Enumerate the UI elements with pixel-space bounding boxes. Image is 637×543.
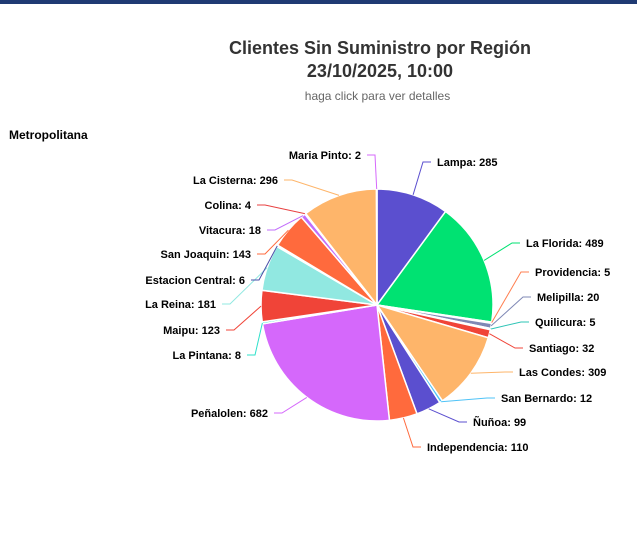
data-label-la-pintana[interactable]: La Pintana: 8 — [173, 350, 241, 362]
data-label-melipilla[interactable]: Melipilla: 20 — [537, 292, 599, 304]
pie-slice-la-cisterna[interactable] — [304, 188, 378, 308]
data-label-penalolen[interactable]: Peñalolen: 682 — [191, 408, 268, 420]
data-label-la-reina[interactable]: La Reina: 181 — [145, 299, 216, 311]
pie-slice-lampa[interactable] — [376, 188, 447, 308]
data-label-lampa[interactable]: Lampa: 285 — [437, 157, 498, 169]
data-label-santiago[interactable]: Santiago: 32 — [529, 343, 594, 355]
chart-subtitle: haga click para ver detalles — [304, 89, 451, 103]
leader-line-colina — [257, 204, 306, 215]
data-label-san-bernardo[interactable]: San Bernardo: 12 — [501, 393, 592, 405]
leader-line-lampa — [412, 161, 431, 195]
data-label-vitacura[interactable]: Vitacura: 18 — [199, 225, 261, 237]
leader-line-quilicura — [490, 321, 529, 330]
pie-slice-penalolen[interactable] — [261, 304, 391, 422]
leader-line-providencia — [491, 271, 529, 324]
chart-timestamp: 23/10/2025, 10:00 — [306, 61, 454, 81]
data-label-nunoa[interactable]: Ñuñoa: 99 — [473, 416, 526, 429]
chart-title: Clientes Sin Suministro por Región — [228, 38, 532, 58]
pie-slice-maria-pinto[interactable] — [375, 188, 378, 306]
data-label-maipu[interactable]: Maipu: 123 — [163, 325, 220, 337]
data-label-providencia[interactable]: Providencia: 5 — [535, 267, 610, 279]
leader-line-nunoa — [428, 408, 467, 423]
pie-slice-las-condes[interactable] — [375, 303, 490, 402]
leader-line-la-florida — [483, 242, 520, 261]
data-label-san-joaquin[interactable]: San Joaquin: 143 — [161, 249, 251, 261]
data-label-estacion-central[interactable]: Estacion Central: 6 — [145, 275, 245, 287]
leader-line-maipu — [226, 305, 262, 331]
data-label-las-condes[interactable]: Las Condes: 309 — [519, 367, 606, 379]
leader-line-penalolen — [274, 396, 308, 414]
leader-line-las-condes — [470, 371, 513, 374]
leader-line-independencia — [402, 417, 421, 448]
leader-line-vitacura — [267, 215, 304, 231]
leader-line-melipilla — [490, 296, 531, 327]
data-label-maria-pinto[interactable]: Maria Pinto: 2 — [289, 150, 361, 162]
data-label-independencia[interactable]: Independencia: 110 — [427, 442, 528, 454]
leader-line-san-bernardo — [441, 397, 495, 403]
pie-slice-la-florida[interactable] — [375, 210, 494, 323]
data-label-la-florida[interactable]: La Florida: 489 — [526, 238, 604, 250]
leader-line-estacion-central — [251, 245, 278, 281]
leader-line-la-cisterna — [284, 179, 340, 196]
region-title: Metropolitana — [9, 128, 88, 142]
data-label-la-cisterna[interactable]: La Cisterna: 296 — [193, 175, 278, 187]
leader-line-maria-pinto — [367, 154, 378, 190]
leader-line-san-joaquin — [257, 229, 289, 255]
data-label-quilicura[interactable]: Quilicura: 5 — [535, 317, 596, 329]
leader-line-la-pintana — [247, 322, 263, 356]
leader-line-santiago — [489, 333, 523, 349]
data-label-colina[interactable]: Colina: 4 — [205, 200, 252, 212]
top-accent-bar — [0, 0, 637, 4]
